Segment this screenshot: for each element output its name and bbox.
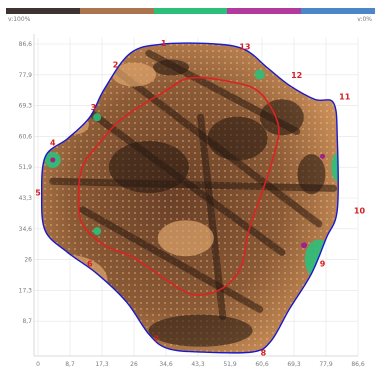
x-tick-label: 77,9 (319, 361, 333, 368)
axis-ticks: 0 8,7 17,3 26 34,6 43,3 51,9 60,6 69,3 77,9 86,686… (19, 41, 365, 368)
y-tick-label: 8,7 (22, 318, 32, 325)
boundary-point-label-1: 1 (161, 39, 167, 48)
color-legend-bar (6, 8, 375, 14)
boundary-point-label-9: 9 (320, 260, 326, 269)
boundary-point-label-8: 8 (261, 349, 267, 358)
x-tick-label: 86,6 (351, 361, 365, 368)
y-tick-label: 34,6 (19, 226, 33, 233)
y-tick-label: 17,3 (19, 287, 33, 294)
legend-segment-4 (227, 8, 302, 14)
boundary-point-label-6: 6 (87, 260, 93, 269)
y-tick-label: 60,6 (19, 133, 33, 140)
x-tick-label: 26 (130, 361, 138, 368)
boundary-point-label-10: 10 (354, 206, 366, 215)
x-tick-label: 8,7 (65, 361, 75, 368)
boundary-point-label-12: 12 (291, 71, 302, 80)
boundary-point-label-7: 7 (153, 334, 159, 343)
contour-line (77, 76, 280, 296)
boundary-point-label-3: 3 (91, 103, 97, 112)
x-tick-label: 0 (36, 361, 40, 368)
boundary-point-label-11: 11 (339, 92, 351, 101)
x-tick-label: 43,3 (191, 361, 205, 368)
legend-segment-3 (153, 8, 228, 14)
boundary-point-label-2: 2 (113, 60, 119, 69)
legend-max-label: v:100% (8, 16, 31, 23)
boundary-point-label-5: 5 (35, 189, 41, 198)
x-tick-label: 51,9 (223, 361, 237, 368)
x-tick-label: 34,6 (159, 361, 173, 368)
y-tick-label: 77,9 (19, 72, 33, 79)
field-boundary (40, 42, 339, 354)
y-tick-label: 43,3 (19, 195, 33, 202)
y-tick-label: 69,3 (19, 103, 33, 110)
x-tick-label: 17,3 (95, 361, 109, 368)
y-tick-label: 51,9 (19, 164, 33, 171)
boundary-point-label-13: 13 (239, 43, 250, 52)
legend-min-label: v:0% (357, 16, 372, 23)
y-tick-label: 26 (24, 257, 32, 264)
legend-segment-5 (301, 8, 375, 14)
legend-segment-2 (79, 8, 154, 14)
y-tick-label: 86,6 (19, 41, 33, 48)
legend-segment-1 (6, 8, 80, 14)
x-tick-label: 69,3 (287, 361, 301, 368)
x-tick-label: 60,6 (255, 361, 269, 368)
boundary-point-label-4: 4 (50, 139, 56, 148)
